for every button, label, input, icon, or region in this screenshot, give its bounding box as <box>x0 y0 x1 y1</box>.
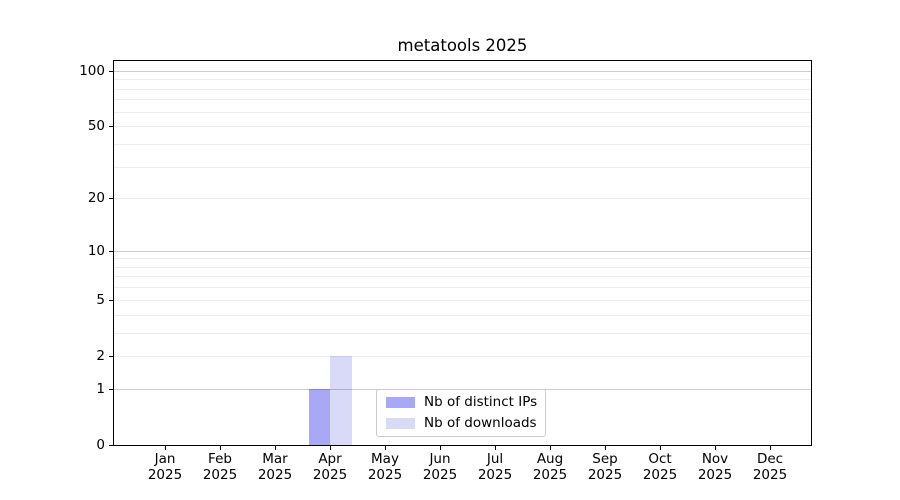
x-tick-mark <box>770 446 771 450</box>
y-tick-label: 0 <box>96 437 105 453</box>
x-tick-label: Dec 2025 <box>752 451 788 483</box>
y-tick-label: 20 <box>87 190 105 207</box>
x-tick-label: Aug 2025 <box>532 451 568 483</box>
x-tick-mark <box>550 446 551 450</box>
x-tick-label: Apr 2025 <box>312 451 348 483</box>
minor-gridline <box>114 143 811 145</box>
major-gridline <box>114 250 811 252</box>
x-tick-mark <box>275 446 276 450</box>
legend-label-distinct-ips: Nb of distinct IPs <box>424 394 538 410</box>
x-tick-label: Sep 2025 <box>587 451 623 483</box>
x-tick-mark <box>220 446 221 450</box>
minor-gridline <box>114 79 811 81</box>
chart-title: metatools 2025 <box>397 36 528 55</box>
y-tick-label: 10 <box>87 242 105 259</box>
x-tick-label: Nov 2025 <box>697 451 733 483</box>
x-tick-mark <box>385 446 386 450</box>
y-tick-mark <box>109 445 113 446</box>
minor-gridline <box>114 299 811 301</box>
y-tick-label: 1 <box>96 380 105 397</box>
x-tick-mark <box>605 446 606 450</box>
x-tick-label: Jul 2025 <box>477 451 513 483</box>
y-tick-mark <box>109 388 113 390</box>
y-tick-mark <box>109 250 113 252</box>
x-tick-mark <box>495 446 496 450</box>
y-tick-label: 2 <box>96 347 105 364</box>
plot-area <box>113 60 812 446</box>
x-tick-label: Jun 2025 <box>422 451 458 483</box>
x-tick-label: Mar 2025 <box>257 451 293 483</box>
y-tick-mark <box>109 198 113 200</box>
minor-gridline <box>114 266 811 268</box>
legend-swatch-downloads-icon <box>386 418 415 429</box>
legend-swatch-distinct-ips-icon <box>386 397 415 408</box>
minor-gridline <box>114 99 811 101</box>
minor-gridline <box>114 355 811 357</box>
x-tick-mark <box>165 446 166 450</box>
x-tick-label: Feb 2025 <box>202 451 238 483</box>
x-tick-label: Jan 2025 <box>147 451 183 483</box>
minor-gridline <box>114 126 811 128</box>
legend-item-distinct-ips: Nb of distinct IPs <box>386 393 545 412</box>
x-tick-mark <box>440 446 441 450</box>
minor-gridline <box>114 314 811 316</box>
x-tick-label: Oct 2025 <box>642 451 678 483</box>
y-tick-mark <box>109 126 113 128</box>
y-tick-mark <box>109 299 113 301</box>
major-gridline <box>114 70 811 72</box>
y-tick-mark <box>109 70 113 72</box>
y-tick-label: 100 <box>79 62 105 79</box>
x-tick-mark <box>715 446 716 450</box>
minor-gridline <box>114 287 811 289</box>
minor-gridline <box>114 198 811 200</box>
legend-item-downloads: Nb of downloads <box>386 414 545 433</box>
x-tick-mark <box>660 446 661 450</box>
minor-gridline <box>114 111 811 113</box>
minor-gridline <box>114 88 811 90</box>
minor-gridline <box>114 332 811 334</box>
minor-gridline <box>114 166 811 168</box>
minor-gridline <box>114 276 811 278</box>
legend: Nb of distinct IPs Nb of downloads <box>376 389 546 437</box>
bar-distinct-ips <box>308 388 330 445</box>
minor-gridline <box>114 258 811 260</box>
y-tick-label: 5 <box>96 291 105 308</box>
bar-downloads <box>330 355 352 445</box>
y-tick-mark <box>109 355 113 357</box>
x-tick-mark <box>330 446 331 450</box>
x-tick-label: May 2025 <box>367 451 403 483</box>
y-tick-label: 50 <box>87 118 105 135</box>
legend-label-downloads: Nb of downloads <box>424 415 537 431</box>
